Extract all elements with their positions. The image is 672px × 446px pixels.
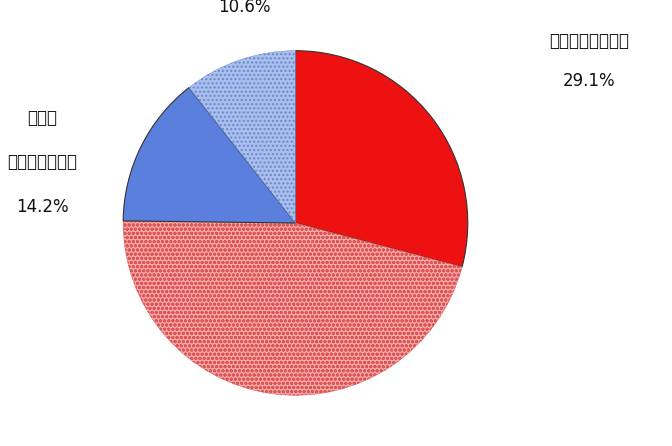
Wedge shape — [296, 51, 468, 267]
Wedge shape — [123, 87, 296, 223]
Text: よく理解している: よく理解している — [550, 32, 630, 50]
Text: 14.2%: 14.2% — [15, 198, 69, 216]
Text: 10.6%: 10.6% — [218, 0, 271, 16]
Text: 理解していない: 理解していない — [7, 153, 77, 171]
Text: 29.1%: 29.1% — [563, 72, 616, 90]
Text: あまり: あまり — [27, 108, 57, 127]
Wedge shape — [123, 221, 462, 395]
Wedge shape — [189, 51, 296, 223]
